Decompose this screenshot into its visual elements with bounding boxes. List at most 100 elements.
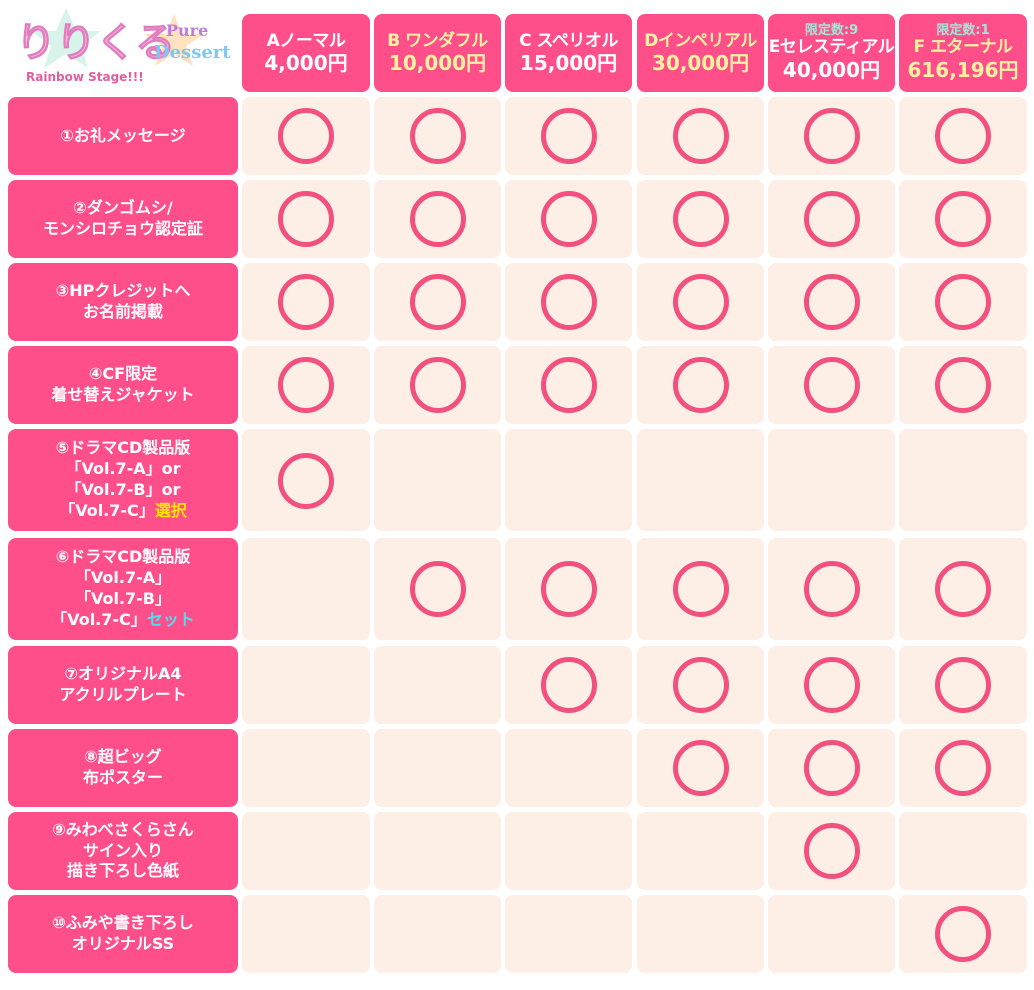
tier-price: 15,000円 bbox=[519, 51, 618, 76]
included-circle-icon bbox=[540, 657, 597, 713]
included-circle-icon bbox=[803, 657, 860, 713]
included-circle-icon bbox=[935, 274, 991, 330]
reward-cell bbox=[768, 812, 895, 890]
tier-price: 4,000円 bbox=[264, 51, 348, 76]
included-circle-icon bbox=[540, 274, 597, 330]
tier-price: 30,000円 bbox=[651, 51, 750, 76]
reward-cell bbox=[637, 97, 764, 175]
included-circle-icon bbox=[278, 453, 334, 509]
reward-cell bbox=[899, 646, 1027, 724]
reward-cell bbox=[505, 180, 632, 258]
reward-cell bbox=[242, 263, 370, 341]
included-circle-icon bbox=[278, 191, 334, 247]
reward-label-line: ④CF限定 bbox=[88, 364, 158, 384]
reward-label-line: アクリルプレート bbox=[59, 685, 187, 704]
included-circle-icon bbox=[803, 191, 860, 247]
reward-label-line: ①お礼メッセージ bbox=[60, 125, 186, 145]
reward-cell bbox=[374, 263, 501, 341]
reward-cell bbox=[768, 263, 895, 341]
included-circle-icon bbox=[409, 561, 466, 617]
included-circle-icon bbox=[935, 740, 991, 796]
svg-text:Dessert: Dessert bbox=[154, 42, 231, 63]
tier-name: F エターナル bbox=[913, 37, 1013, 58]
tier-name: B ワンダフル bbox=[387, 30, 488, 51]
reward-cell bbox=[505, 97, 632, 175]
reward-label-line: 「Vol.7-B」 bbox=[74, 589, 172, 608]
included-circle-icon bbox=[540, 357, 597, 413]
reward-cell bbox=[374, 812, 501, 890]
reward-cell bbox=[637, 646, 764, 724]
included-circle-icon bbox=[935, 561, 991, 617]
reward-cell bbox=[505, 729, 632, 807]
reward-label-line: お名前掲載 bbox=[82, 302, 163, 321]
reward-cell bbox=[899, 263, 1027, 341]
included-circle-icon bbox=[672, 657, 729, 713]
tier-name: Eセレスティアル bbox=[768, 37, 895, 58]
svg-text:Pure: Pure bbox=[166, 21, 208, 40]
reward-label: ⑧超ビッグ 布ポスター bbox=[8, 729, 238, 807]
reward-cell bbox=[242, 180, 370, 258]
reward-label-line: 「Vol.7-B」or bbox=[65, 480, 181, 499]
tier-price: 10,000円 bbox=[388, 51, 487, 76]
reward-label-line: ⑦オリジナルA4 bbox=[64, 664, 182, 684]
included-circle-icon bbox=[672, 561, 729, 617]
reward-label-line: 布ポスター bbox=[82, 768, 163, 787]
reward-cell bbox=[899, 812, 1027, 890]
tier-price: 616,196円 bbox=[907, 57, 1019, 82]
reward-cell bbox=[242, 812, 370, 890]
logo: りりくる Pure Dessert Rainbow Stage!!! bbox=[6, 6, 238, 92]
reward-cell bbox=[768, 729, 895, 807]
reward-label: ⑩ふみや書き下ろし オリジナルSS bbox=[8, 895, 238, 973]
included-circle-icon bbox=[278, 108, 334, 164]
reward-cell bbox=[637, 180, 764, 258]
reward-cell bbox=[374, 729, 501, 807]
included-circle-icon bbox=[935, 191, 991, 247]
tier-header-f: 限定数:1 F エターナル 616,196円 bbox=[899, 14, 1027, 92]
included-circle-icon bbox=[935, 108, 991, 164]
reward-label: ②ダンゴムシ/モンシロチョウ認定証 bbox=[8, 180, 238, 258]
reward-cell bbox=[768, 429, 895, 531]
included-circle-icon bbox=[935, 906, 991, 962]
included-circle-icon bbox=[672, 740, 729, 796]
reward-cell bbox=[637, 895, 764, 973]
reward-cell bbox=[505, 346, 632, 424]
reward-cell bbox=[242, 97, 370, 175]
reward-cell bbox=[637, 538, 764, 640]
reward-cell bbox=[242, 346, 370, 424]
tier-header-c: C スペリオル 15,000円 bbox=[505, 14, 632, 92]
reward-cell bbox=[505, 646, 632, 724]
reward-cell bbox=[899, 97, 1027, 175]
reward-cell bbox=[374, 97, 501, 175]
reward-cell bbox=[242, 729, 370, 807]
reward-label-line: オリジナルSS bbox=[71, 934, 175, 953]
reward-cell bbox=[637, 346, 764, 424]
reward-label-line: 着せ替えジャケット bbox=[51, 385, 195, 404]
included-circle-icon bbox=[803, 357, 860, 413]
included-circle-icon bbox=[409, 191, 466, 247]
included-circle-icon bbox=[803, 108, 860, 164]
reward-label-line: ⑥ドラマCD製品版 bbox=[55, 547, 191, 567]
reward-cell bbox=[242, 895, 370, 973]
included-circle-icon bbox=[935, 357, 991, 413]
included-circle-icon bbox=[278, 357, 334, 413]
tier-limit: 限定数:1 bbox=[936, 23, 990, 39]
reward-cell bbox=[505, 538, 632, 640]
tier-name: C スペリオル bbox=[519, 30, 618, 51]
reward-cell bbox=[899, 729, 1027, 807]
included-circle-icon bbox=[672, 274, 729, 330]
reward-label: ④CF限定 着せ替えジャケット bbox=[8, 346, 238, 424]
reward-label: ⑨みわべさくらさん サイン入り 描き下ろし色紙 bbox=[8, 812, 238, 890]
reward-cell bbox=[899, 538, 1027, 640]
reward-cell bbox=[505, 895, 632, 973]
tier-limit: 限定数:9 bbox=[804, 23, 859, 39]
reward-label-line: ③HPクレジットへ bbox=[55, 281, 191, 301]
reward-label-line: ⑧超ビッグ bbox=[84, 747, 162, 767]
reward-label: ⑦オリジナルA4 アクリルプレート bbox=[8, 646, 238, 724]
reward-cell bbox=[505, 263, 632, 341]
included-circle-icon bbox=[540, 561, 597, 617]
reward-cell bbox=[637, 429, 764, 531]
included-circle-icon bbox=[409, 357, 466, 413]
tier-name: Aノーマル bbox=[266, 30, 346, 51]
included-circle-icon bbox=[672, 108, 729, 164]
included-circle-icon bbox=[803, 274, 860, 330]
